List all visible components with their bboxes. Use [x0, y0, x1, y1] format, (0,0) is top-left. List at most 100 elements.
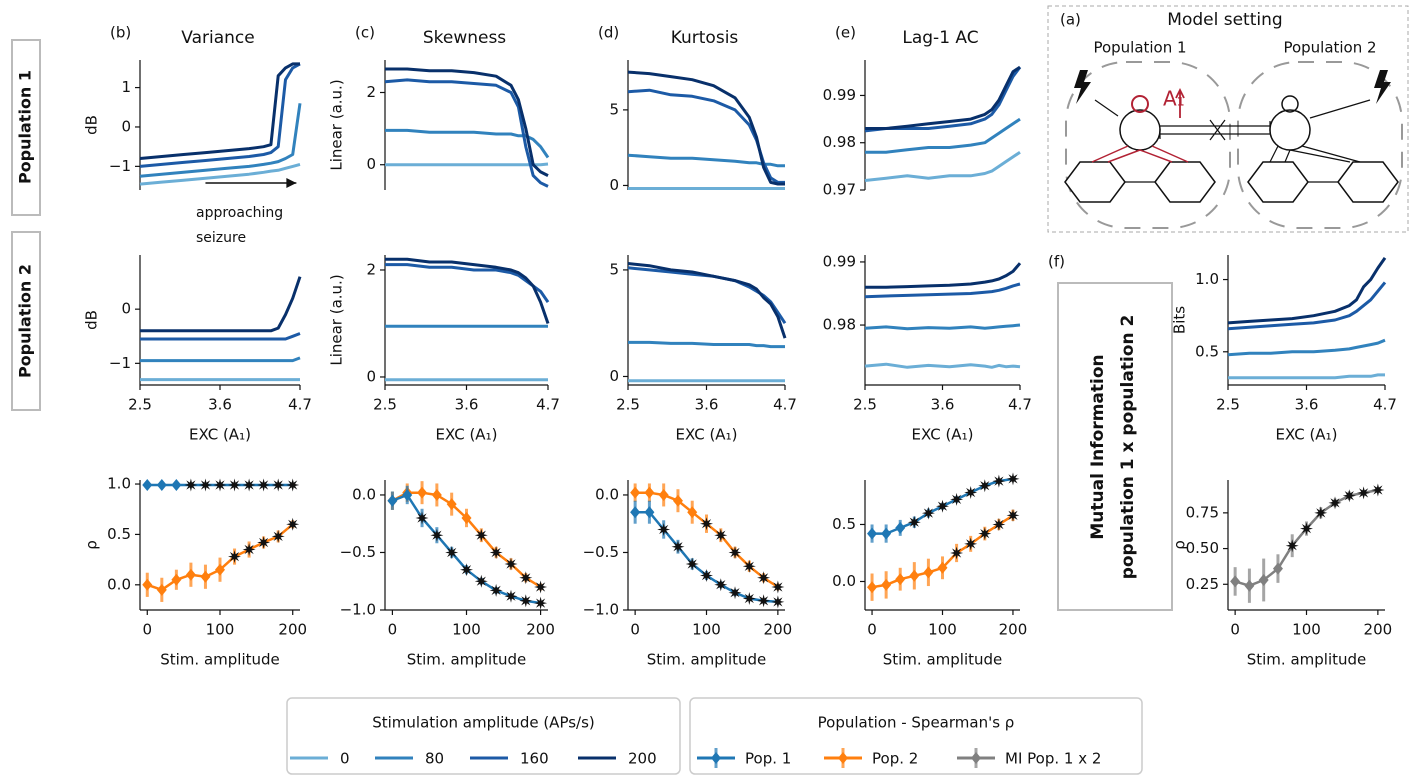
significant-marker: [728, 586, 742, 600]
inhibitory-node: [1154, 161, 1216, 203]
y-tick-label: 0.0: [595, 485, 619, 503]
y-tick-label: 0.5: [1195, 342, 1219, 360]
marker: [171, 573, 182, 586]
marker: [644, 486, 655, 499]
y-tick-label: 0: [609, 367, 619, 385]
significant-marker: [242, 543, 256, 556]
marker: [687, 506, 698, 519]
y-tick-label: −1: [109, 354, 131, 372]
x-axis-label: Stim. amplitude: [407, 651, 527, 669]
significant-marker: [742, 592, 756, 605]
significant-marker: [242, 478, 256, 492]
inhibitory-node: [1337, 161, 1399, 203]
significant-marker: [1006, 472, 1020, 486]
y-tick-label: 0.99: [823, 86, 856, 104]
series-line: [139, 162, 301, 186]
significant-marker: [489, 583, 503, 597]
x-axis-label: EXC (A₁): [912, 426, 974, 444]
significant-marker: [271, 478, 285, 492]
panel-label: (b): [110, 24, 131, 42]
x-tick-label: 100: [1292, 621, 1321, 639]
y-tick-label: 0.99: [823, 252, 856, 270]
series-line: [865, 65, 1021, 130]
significant-marker: [1285, 539, 1299, 553]
excitatory-node: [1269, 109, 1311, 151]
legend-frame: [689, 697, 1143, 775]
x-tick-label: 4.7: [773, 396, 797, 414]
significant-marker: [286, 517, 300, 531]
series-line: [864, 362, 1021, 369]
y-tick-label: 0: [366, 155, 376, 173]
marker: [1230, 575, 1241, 588]
significant-marker: [1371, 483, 1385, 497]
x-axis-label: Stim. amplitude: [883, 651, 1003, 669]
marker: [867, 527, 878, 540]
inhibitory-node: [1247, 161, 1309, 203]
significant-marker: [199, 478, 212, 492]
series-line: [865, 117, 1021, 154]
marker: [446, 498, 457, 511]
y-axis-label: Linear (a.u.): [328, 274, 346, 365]
series-line: [1227, 281, 1387, 331]
connection: [1125, 145, 1361, 183]
series-line: [627, 262, 787, 339]
y-tick-label: 0.5: [832, 515, 856, 533]
population-label: Population 2: [1283, 39, 1376, 57]
significant-marker: [964, 537, 978, 551]
self-loop: [1131, 95, 1149, 113]
significant-marker: [257, 478, 271, 492]
significant-marker: [1300, 522, 1313, 536]
series-line: [385, 128, 550, 159]
marker: [672, 494, 683, 507]
marker: [185, 568, 196, 581]
legend-marker: [711, 752, 721, 764]
series-line: [385, 263, 550, 303]
marker: [630, 506, 641, 519]
significant-marker: [771, 595, 785, 609]
panel-label: (c): [355, 24, 375, 42]
x-tick-label: 200: [526, 621, 555, 639]
stimulus-icon: [1074, 70, 1091, 104]
y-axis-label: ρ: [83, 540, 101, 550]
mi-label-box: [1057, 282, 1173, 611]
x-tick-label: 100: [692, 621, 721, 639]
significant-marker: [771, 580, 785, 594]
significant-marker: [534, 580, 548, 594]
series-line: [1227, 338, 1386, 357]
y-tick-label: −0.5: [583, 543, 619, 561]
y-tick-label: 0.0: [352, 485, 376, 503]
significant-marker: [728, 546, 742, 559]
significant-marker: [430, 528, 444, 542]
y-tick-label: 0.0: [107, 575, 131, 593]
x-tick-label: 3.6: [455, 396, 479, 414]
panel-label: (f): [1048, 253, 1065, 271]
marker: [1244, 579, 1255, 592]
significant-marker: [742, 559, 756, 573]
significant-marker: [714, 578, 728, 592]
parameter-label: A₁: [1163, 87, 1185, 111]
significant-marker: [992, 474, 1006, 488]
significant-marker: [228, 478, 241, 492]
significant-marker: [415, 511, 429, 525]
marker: [937, 561, 948, 574]
x-tick-label: 200: [278, 621, 307, 639]
coupling: [1159, 119, 1271, 141]
significant-marker: [474, 574, 488, 588]
series-line: [140, 356, 301, 363]
marker: [142, 479, 153, 492]
marker: [387, 494, 398, 507]
significant-marker: [286, 478, 300, 492]
y-tick-label: 0.25: [1186, 575, 1219, 593]
stimulus-arrow: [1094, 99, 1371, 119]
series-line: [139, 103, 302, 178]
x-tick-label: 0: [630, 621, 640, 639]
marker: [923, 566, 934, 579]
series-line: [627, 153, 785, 168]
y-tick-label: 0: [121, 300, 131, 318]
chart-title: Kurtosis: [671, 28, 739, 48]
legend-marker: [838, 752, 848, 764]
series-line: [864, 66, 1022, 133]
model-diagram: (a) Model setting Population 1 Populatio…: [1047, 5, 1409, 233]
significant-marker: [271, 529, 285, 543]
marker: [431, 488, 442, 501]
